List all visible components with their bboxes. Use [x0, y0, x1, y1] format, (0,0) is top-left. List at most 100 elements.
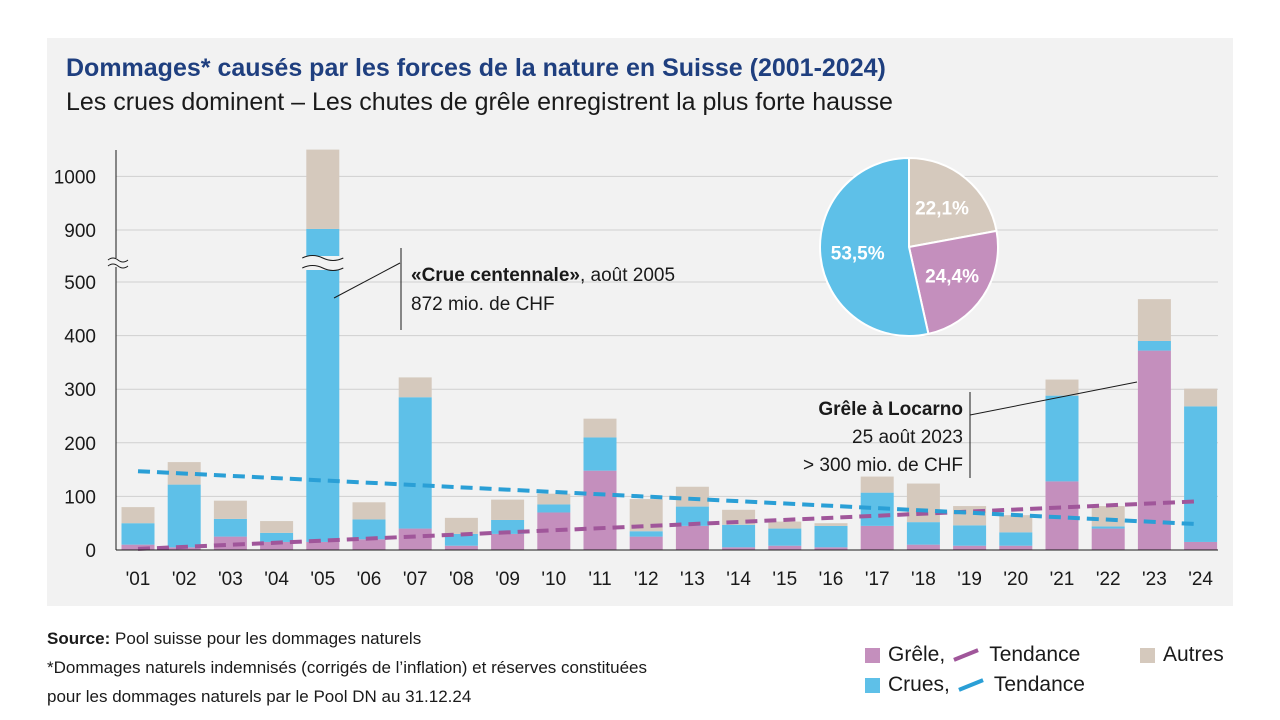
crues-swatch — [865, 677, 880, 693]
legend-grele-trend-label: Tendance — [989, 643, 1081, 666]
bar-autres-6 — [398, 377, 432, 398]
bar-grêle-4 — [306, 541, 340, 550]
bar-grêle-5 — [352, 539, 386, 550]
bar-autres-3 — [260, 521, 294, 533]
bar-crues-22 — [1137, 340, 1171, 351]
x-tick-19: '20 — [1003, 569, 1028, 590]
pie-label-grêle: 24,4% — [925, 266, 979, 287]
legend-grele: Grêle, Tendance — [865, 643, 1080, 667]
x-tick-21: '22 — [1096, 569, 1121, 590]
annotation-2005-line1: «Crue centennale», août 2005 — [411, 265, 675, 286]
bar-grêle-7 — [444, 545, 478, 550]
y-tick-400: 400 — [64, 327, 96, 348]
grele-trend-swatch — [953, 648, 979, 662]
y-tick-100: 100 — [64, 487, 96, 508]
bar-break-mark-4 — [302, 255, 344, 271]
bar-autres-22 — [1137, 299, 1171, 341]
bar-crues-21 — [1091, 526, 1125, 529]
bar-autres-5 — [352, 502, 386, 520]
legend-crues: Crues, Tendance — [865, 673, 1085, 697]
bar-crues-11 — [629, 531, 663, 537]
bar-grêle-3 — [260, 541, 294, 550]
pie-label-crues: 53,5% — [831, 244, 885, 265]
note-line-1: *Dommages naturels indemnisés (corrigés … — [47, 658, 647, 677]
legend-crues-label: Crues, — [888, 673, 950, 696]
chart-subtitle: Les crues dominent – Les chutes de grêle… — [66, 88, 893, 116]
bar-crues-3 — [260, 532, 294, 542]
bar-grêle-21 — [1091, 528, 1125, 550]
legend-autres-label: Autres — [1163, 643, 1224, 666]
x-tick-8: '09 — [495, 569, 520, 590]
bar-crues-1 — [167, 484, 201, 548]
grid-lines — [116, 175, 1218, 497]
y-tick-200: 200 — [64, 434, 96, 455]
annotation-leader-2005 — [333, 262, 401, 299]
bar-crues-12 — [675, 506, 709, 526]
axis-break-mark — [107, 257, 129, 269]
bar-autres-15 — [814, 523, 848, 526]
x-tick-16: '17 — [865, 569, 890, 590]
y-tick-0: 0 — [85, 541, 96, 562]
x-tick-17: '18 — [911, 569, 936, 590]
x-tick-7: '08 — [449, 569, 474, 590]
bar-grêle-8 — [491, 533, 525, 550]
chart-title: Dommages* causés par les forces de la na… — [66, 54, 886, 82]
pie-chart: 22,1% 24,4% 53,5% — [819, 156, 999, 337]
bar-autres-20 — [1045, 379, 1079, 396]
x-tick-0: '01 — [126, 569, 151, 590]
pie-slice-crues — [819, 156, 930, 337]
bar-autres-23 — [1184, 388, 1218, 407]
source-text: Pool suisse pour les dommages naturels — [115, 629, 422, 648]
bar-crues-7 — [444, 533, 478, 546]
y-tick-300: 300 — [64, 380, 96, 401]
x-tick-13: '14 — [726, 569, 751, 590]
annotation-leader-2023 — [969, 381, 1138, 416]
grele-swatch — [865, 647, 880, 663]
y-tick-900: 900 — [64, 221, 96, 242]
bar-autres-0 — [121, 507, 155, 524]
bar-autres-10 — [583, 418, 617, 438]
legend-crues-trend-label: Tendance — [993, 673, 1085, 696]
bar-grêle-18 — [953, 545, 987, 550]
bar-autres-19 — [999, 515, 1033, 533]
x-tick-22: '23 — [1142, 569, 1167, 590]
bar-autres-9 — [537, 493, 571, 505]
bar-autres-18 — [953, 506, 987, 526]
bar-crues-2 — [213, 518, 247, 537]
x-tick-23: '24 — [1188, 569, 1213, 590]
bar-grêle-16 — [860, 525, 894, 550]
bar-crues-4 — [306, 228, 340, 542]
annotation-2005-bold: «Crue centennale» — [411, 265, 580, 286]
x-tick-9: '10 — [541, 569, 566, 590]
bar-grêle-14 — [768, 545, 802, 550]
bar-grêle-12 — [675, 525, 709, 550]
bar-crues-18 — [953, 525, 987, 546]
bar-grêle-10 — [583, 470, 617, 550]
bar-autres-8 — [491, 499, 525, 520]
bar-autres-17 — [906, 483, 940, 523]
x-tick-14: '15 — [772, 569, 797, 590]
bar-autres-7 — [444, 517, 478, 534]
annotation-2023-line1: Grêle à Locarno — [818, 399, 963, 420]
trend-crues — [137, 469, 1201, 527]
y-tick-500: 500 — [64, 273, 96, 294]
pie-slice-grêle — [907, 229, 999, 336]
bars — [121, 149, 1218, 550]
bar-crues-14 — [768, 528, 802, 546]
x-tick-12: '13 — [680, 569, 705, 590]
x-tick-10: '11 — [588, 569, 611, 590]
bar-grêle-6 — [398, 528, 432, 550]
y-tick-1000: 1000 — [54, 167, 96, 188]
x-tick-11: '12 — [634, 569, 659, 590]
x-tick-20: '21 — [1050, 569, 1075, 590]
bar-crues-0 — [121, 523, 155, 545]
bar-crues-17 — [906, 522, 940, 545]
bar-crues-20 — [1045, 395, 1079, 482]
bar-crues-8 — [491, 519, 525, 534]
bar-autres-4 — [306, 149, 340, 229]
bar-crues-5 — [352, 519, 386, 540]
annotation-2023-line3: > 300 mio. de CHF — [803, 455, 963, 476]
x-tick-18: '19 — [957, 569, 982, 590]
bar-crues-6 — [398, 397, 432, 529]
